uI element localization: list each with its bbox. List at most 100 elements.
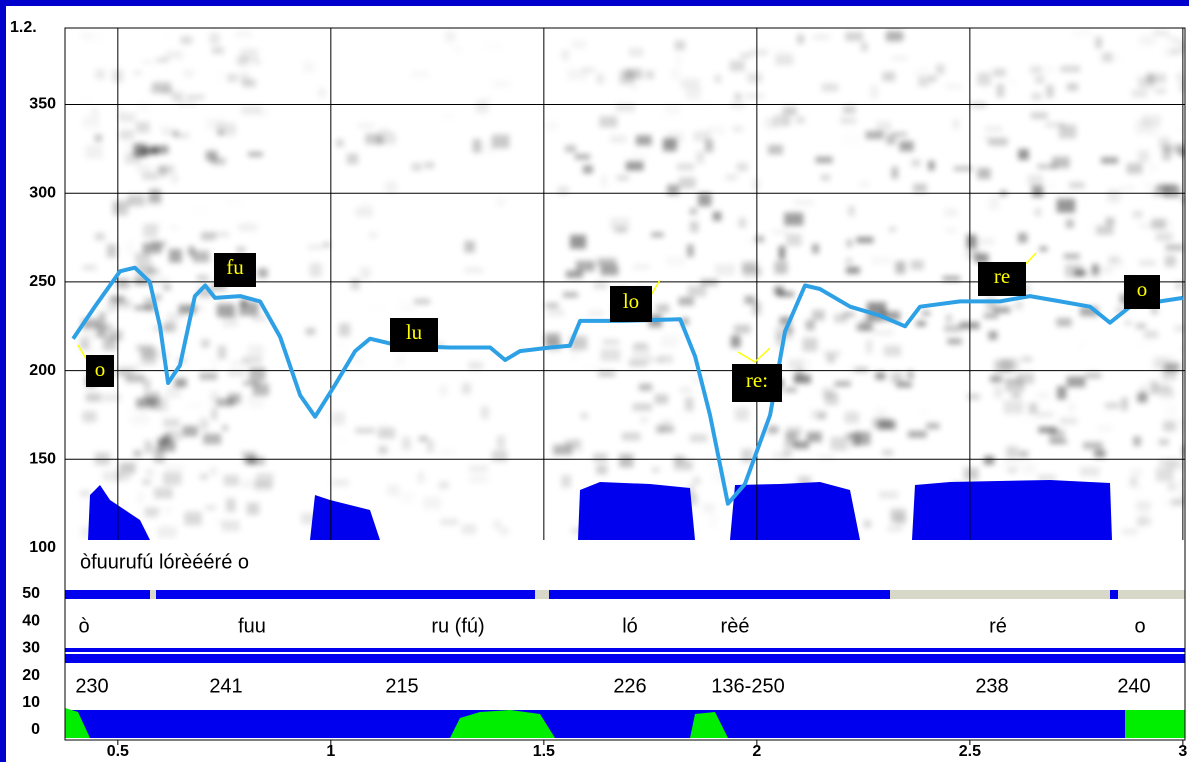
spectrogram-cell — [913, 183, 927, 193]
spectrogram-cell — [1158, 137, 1170, 149]
spectrogram-cell — [1136, 501, 1151, 511]
spectrogram-cell — [151, 444, 159, 451]
spectrogram-cell — [1115, 307, 1127, 313]
spectrogram-cell — [1036, 66, 1055, 73]
spectrogram-cell — [656, 304, 670, 313]
spectrogram-cell — [673, 460, 693, 471]
spectrogram-cell — [557, 186, 569, 195]
spectrogram-cell — [598, 371, 616, 377]
spectrogram-cell — [856, 236, 874, 244]
spectrogram-cell — [152, 469, 160, 481]
transcription-tier — [65, 540, 1185, 582]
spectrogram-cell — [887, 526, 902, 532]
y-tick-label: 300 — [29, 184, 56, 201]
spectrogram-cell — [350, 278, 360, 290]
spectrogram-cell — [677, 185, 685, 190]
x-tick-label: 3 — [1178, 743, 1187, 760]
spectrogram-cell — [246, 395, 252, 404]
spectrogram-cell — [879, 491, 899, 499]
spectrogram-cell — [566, 270, 583, 279]
spectrogram-cell — [1066, 219, 1074, 229]
spectrogram-cell — [910, 260, 924, 270]
spectrogram-cell — [83, 98, 90, 103]
spectrogram-cell — [985, 297, 997, 312]
spectrogram-cell — [227, 73, 238, 83]
spectrogram-cell — [303, 61, 314, 72]
spectrogram-cell — [897, 497, 916, 506]
spectrogram-cell — [236, 247, 246, 252]
spectrogram-cell — [841, 117, 857, 124]
spectrogram-cell — [1065, 264, 1083, 278]
spectrogram-cell — [845, 32, 863, 41]
spectrogram-cell — [464, 240, 475, 253]
spectrogram-cell — [996, 83, 1005, 98]
spectrogram-cell — [214, 232, 230, 237]
spectrogram-cell — [475, 100, 489, 114]
spectrogram-cell — [188, 246, 195, 256]
spectrogram-cell — [777, 291, 794, 297]
spectrogram-cell — [165, 507, 172, 512]
spectrogram-cell — [734, 324, 751, 334]
spectrogram-cell — [1135, 119, 1152, 134]
spectrogram-cell — [216, 398, 235, 407]
spectrogram-cell — [1039, 246, 1048, 251]
spectrogram-cell — [697, 102, 713, 109]
spectrogram-cell — [597, 258, 617, 267]
spectrogram-cell — [1060, 65, 1081, 73]
y-tick-label: 100 — [29, 539, 56, 556]
spectrogram-cell — [1049, 429, 1065, 444]
spectrogram-cell — [678, 297, 694, 306]
spectrogram-cell — [966, 234, 977, 248]
spectrogram-cell — [355, 428, 375, 434]
spectrogram-cell — [85, 393, 101, 402]
spectrogram-cell — [944, 83, 962, 90]
y-tick-label: 150 — [29, 451, 56, 468]
spectrogram-cell — [815, 156, 833, 164]
spectrogram-cell — [1144, 182, 1152, 188]
spectrogram-cell — [773, 452, 789, 459]
spectrogram-cell — [124, 152, 141, 165]
spectrogram-cell — [439, 384, 447, 397]
syllable: fuu — [238, 615, 266, 637]
spectrogram-cell — [1136, 339, 1150, 348]
spectrogram-cell — [83, 116, 100, 128]
spectrogram-cell — [970, 101, 987, 109]
x-tick-label: 2.5 — [959, 743, 981, 760]
spectrogram-cell — [821, 83, 839, 92]
syllable-tier: ò fuu ru (fú) ló rèé ré o — [78, 615, 1145, 637]
spectrogram-cell — [890, 372, 903, 384]
spectrogram-cell — [895, 261, 906, 274]
spectrogram-cell — [113, 197, 132, 206]
spectrogram-cell — [178, 304, 196, 314]
spectrogram-cell — [242, 79, 256, 88]
spectrogram-cell — [802, 337, 818, 352]
spectrogram-cell — [150, 145, 169, 154]
spectrogram-cell — [85, 31, 103, 44]
spectrogram-cell — [696, 151, 705, 164]
spectrogram-cell — [254, 481, 272, 491]
spectrogram-cell — [1095, 36, 1103, 49]
spectrogram-cell — [440, 450, 455, 454]
spectrogram-cell — [157, 125, 173, 131]
spectrogram-cell — [661, 419, 673, 429]
spectrogram-cell — [602, 339, 620, 345]
spectrogram-cell — [687, 285, 707, 297]
spectrogram-cell — [1021, 356, 1033, 362]
syllable: ló — [622, 615, 638, 637]
spectrogram-cell — [369, 304, 386, 312]
spectrogram-cell — [786, 233, 802, 247]
spectrogram-cell — [988, 137, 1008, 146]
syllable: o — [1134, 615, 1145, 637]
spectrogram-cell — [812, 309, 825, 321]
spectrogram-cell — [469, 475, 488, 483]
spectrogram-cell — [257, 268, 268, 278]
spectrogram-cell — [785, 432, 797, 445]
spectrogram-cell — [779, 316, 792, 325]
spectrogram-cell — [881, 311, 901, 321]
spectrogram-cell — [774, 49, 792, 55]
spectrogram-cell — [211, 407, 218, 421]
spectrogram-cell — [102, 470, 121, 482]
spectrogram-cell — [928, 75, 937, 82]
spectrogram-cell — [793, 199, 814, 206]
y-tick-label: 200 — [29, 362, 56, 379]
